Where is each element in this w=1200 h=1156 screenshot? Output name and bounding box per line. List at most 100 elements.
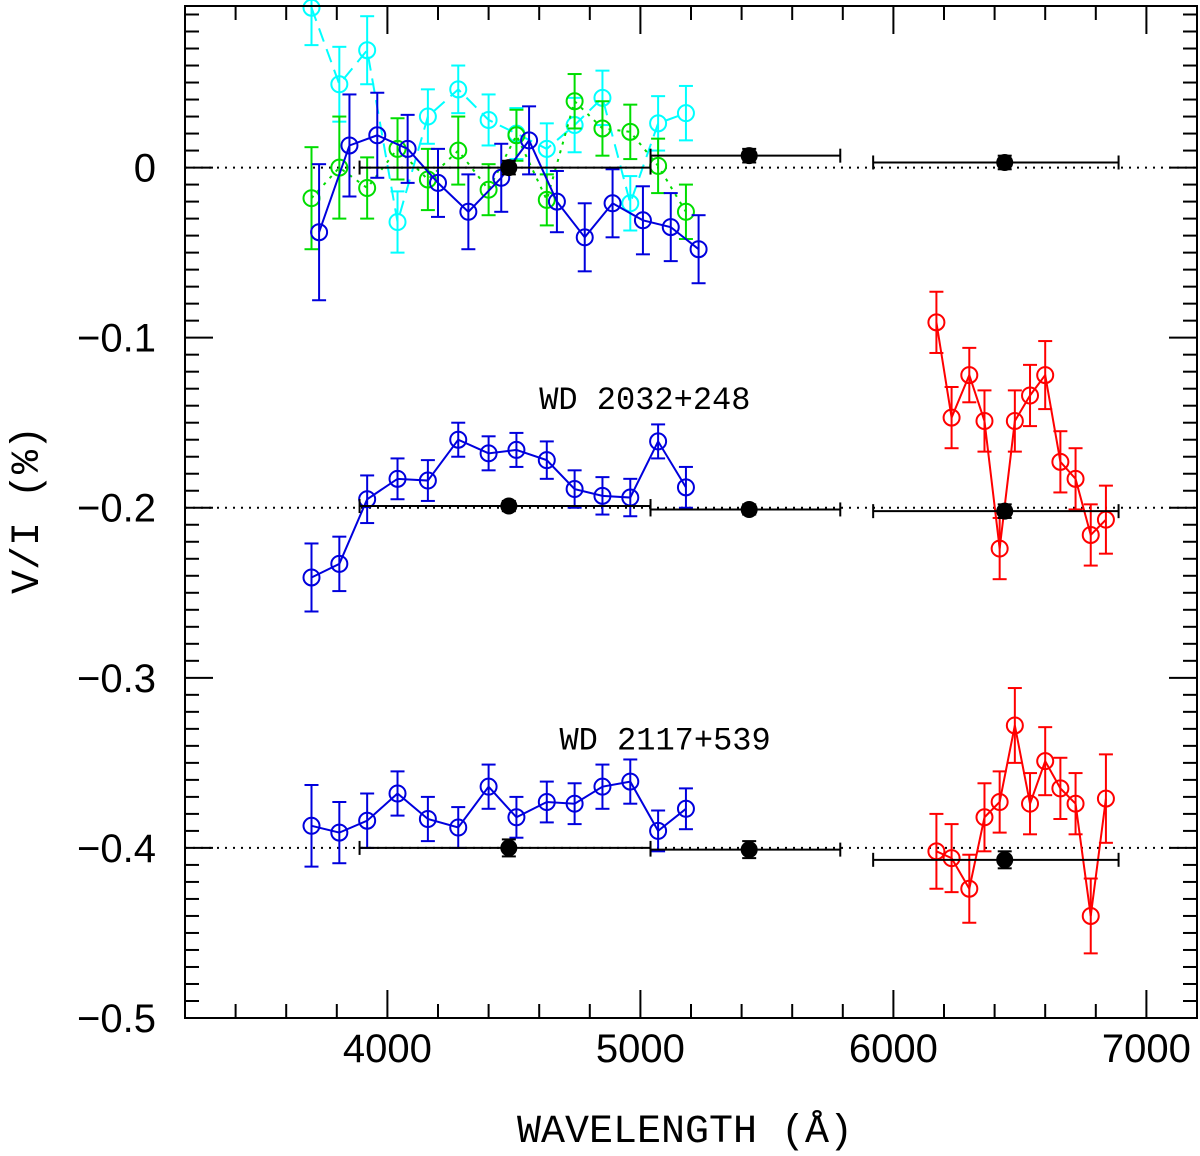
data-point: [500, 159, 518, 177]
data-point: [479, 180, 498, 199]
series-line: [318, 134, 700, 251]
data-point: [603, 194, 622, 213]
data-point: [449, 818, 468, 837]
series-line: [310, 7, 687, 223]
series-line: [935, 322, 1107, 549]
data-point: [500, 839, 518, 857]
data-point: [358, 811, 377, 830]
data-point: [1051, 779, 1070, 798]
data-point: [418, 810, 437, 829]
data-point: [1005, 412, 1024, 431]
data-point: [990, 539, 1009, 558]
data-point: [740, 500, 758, 518]
y-tick-label: −0.3: [77, 657, 156, 701]
data-point: [358, 178, 377, 197]
data-point: [547, 192, 566, 211]
data-point: [537, 139, 556, 158]
data-point: [621, 122, 640, 141]
data-point: [1066, 794, 1085, 813]
data-point: [449, 80, 468, 99]
data-point: [479, 444, 498, 463]
data-point: [1051, 452, 1070, 471]
y-tick-label: 0: [134, 147, 156, 191]
axis-ticks: [184, 6, 1198, 1019]
y-tick-label: −0.2: [77, 487, 156, 531]
data-point: [500, 497, 518, 515]
annotations: WD 2032+248 WD 2117+539: [539, 382, 770, 759]
data-point: [689, 240, 708, 259]
series-7: [358, 147, 1120, 870]
data-point: [520, 131, 539, 150]
data-point: [990, 792, 1009, 811]
data-point: [633, 211, 652, 230]
series-line: [311, 780, 687, 834]
data-point: [449, 430, 468, 449]
y-tick-label: −0.4: [77, 827, 156, 871]
series-layer: [302, 0, 1120, 955]
data-point: [330, 554, 349, 573]
data-point: [942, 849, 961, 868]
data-point: [459, 202, 478, 221]
y-axis-title: V/I (%): [6, 426, 51, 594]
data-point: [996, 851, 1014, 869]
data-point: [996, 502, 1014, 520]
y-tick-label: −0.5: [77, 997, 156, 1041]
annotation-1: WD 2117+539: [559, 722, 770, 759]
data-point: [676, 799, 695, 818]
data-point: [960, 366, 979, 385]
data-point: [507, 808, 526, 827]
data-point: [996, 153, 1014, 171]
data-point: [368, 126, 387, 145]
data-point: [388, 469, 407, 488]
data-point: [1021, 386, 1040, 405]
data-point: [330, 75, 349, 94]
series-6: [927, 687, 1115, 955]
data-point: [479, 110, 498, 129]
data-point: [975, 808, 994, 827]
data-point: [676, 202, 695, 221]
data-point: [661, 218, 680, 237]
data-point: [649, 821, 668, 840]
data-point: [537, 792, 556, 811]
y-tick-labels: 0 −0.1 −0.2 −0.3 −0.4 −0.5: [77, 147, 156, 1041]
data-point: [565, 794, 584, 813]
data-point: [507, 440, 526, 459]
data-point: [302, 568, 321, 587]
data-point: [310, 223, 329, 242]
data-point: [537, 190, 556, 209]
series-2: [310, 91, 708, 302]
data-point: [388, 784, 407, 803]
data-point: [575, 228, 594, 247]
data-point: [507, 126, 526, 145]
data-point: [740, 147, 758, 165]
data-point: [593, 119, 612, 138]
x-tick-label: 7000: [1102, 1027, 1191, 1071]
data-point: [565, 480, 584, 499]
data-point: [302, 0, 321, 17]
data-point: [449, 141, 468, 160]
data-point: [418, 471, 437, 490]
data-point: [340, 136, 359, 155]
series-5: [302, 758, 695, 868]
x-axis-title: WAVELENGTH (Å): [517, 1109, 853, 1155]
data-point: [1081, 906, 1100, 925]
data-point: [649, 114, 668, 133]
data-point: [565, 92, 584, 111]
data-point: [975, 412, 994, 431]
data-point: [593, 486, 612, 505]
series-line: [936, 725, 1107, 917]
data-point: [388, 213, 407, 232]
series-4: [927, 290, 1115, 581]
data-point: [358, 41, 377, 60]
x-tick-label: 6000: [849, 1027, 938, 1071]
x-tick-label: 4000: [343, 1027, 432, 1071]
data-point: [1036, 366, 1055, 385]
data-point: [740, 841, 758, 859]
data-point: [1066, 469, 1085, 488]
data-point: [398, 139, 417, 158]
series-3: [302, 421, 695, 613]
data-point: [676, 478, 695, 497]
annotation-0: WD 2032+248: [539, 382, 750, 419]
data-point: [302, 816, 321, 835]
